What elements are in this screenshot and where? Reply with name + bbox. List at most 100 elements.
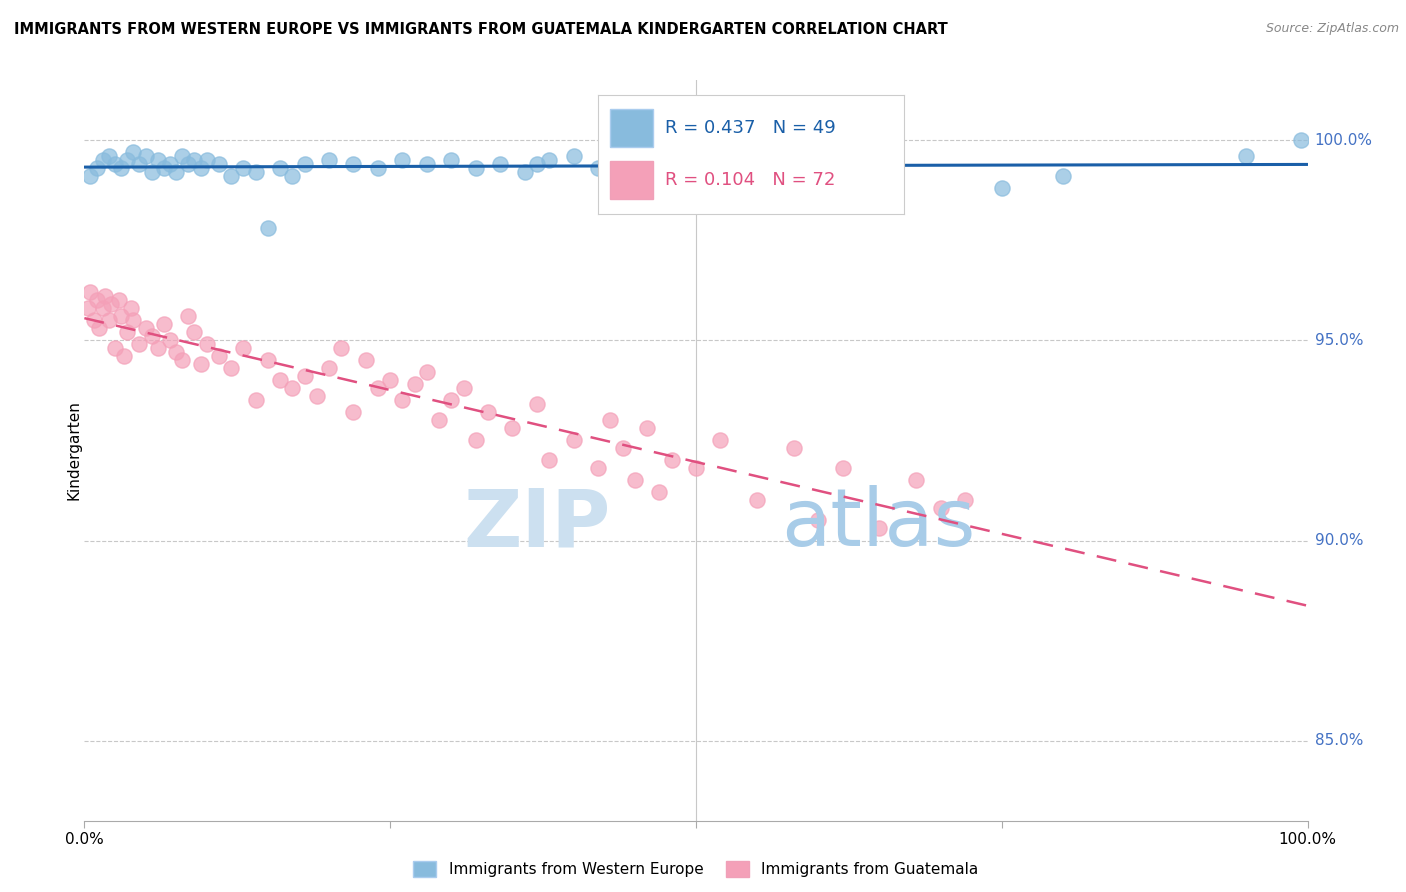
Point <box>97 313 120 327</box>
Point <box>97 149 120 163</box>
Point <box>104 342 127 356</box>
Point <box>453 381 475 395</box>
Point <box>526 157 548 171</box>
Point <box>232 161 254 176</box>
Point <box>83 313 105 327</box>
Point <box>91 153 114 168</box>
Point <box>440 153 463 168</box>
Point <box>112 350 135 364</box>
Point <box>159 157 181 171</box>
Point <box>172 149 194 163</box>
Point <box>172 353 194 368</box>
Point <box>79 169 101 184</box>
Point <box>624 474 647 488</box>
Point <box>1291 133 1313 147</box>
Point <box>391 153 413 168</box>
Point <box>245 165 267 179</box>
Point <box>195 153 218 168</box>
Point <box>427 413 450 427</box>
Point <box>257 353 280 368</box>
Point <box>404 377 426 392</box>
Point <box>232 342 254 356</box>
Point <box>538 153 561 168</box>
Point <box>165 165 187 179</box>
Point <box>661 453 683 467</box>
Point <box>526 397 548 411</box>
Point <box>1234 149 1257 163</box>
Point <box>190 161 212 176</box>
Point <box>219 169 242 184</box>
Point <box>110 161 132 176</box>
Point <box>513 165 536 179</box>
Point <box>128 157 150 171</box>
Point <box>489 157 512 171</box>
Point <box>281 381 304 395</box>
Point <box>354 353 377 368</box>
Point <box>464 161 486 176</box>
Point <box>953 493 976 508</box>
Point <box>905 474 928 488</box>
Text: atlas: atlas <box>782 485 976 564</box>
Point <box>219 361 242 376</box>
Point <box>177 157 200 171</box>
Point <box>135 321 157 335</box>
Point <box>77 301 100 316</box>
Point <box>208 157 231 171</box>
Point <box>110 310 132 324</box>
Text: 100.0%: 100.0% <box>1315 133 1372 148</box>
Point <box>281 169 304 184</box>
Point <box>122 145 145 160</box>
Point <box>153 161 176 176</box>
Point <box>141 165 163 179</box>
Point <box>208 350 231 364</box>
Point <box>599 413 621 427</box>
Point <box>269 161 291 176</box>
Point <box>685 157 707 171</box>
Point <box>342 157 364 171</box>
Point <box>380 373 402 387</box>
Point <box>91 301 114 316</box>
Point <box>831 461 853 475</box>
Point <box>440 393 463 408</box>
Point <box>257 221 280 235</box>
Point <box>1052 169 1074 184</box>
Point <box>464 434 486 448</box>
Point <box>104 157 127 171</box>
Text: Source: ZipAtlas.com: Source: ZipAtlas.com <box>1265 22 1399 36</box>
Point <box>869 169 891 184</box>
Point <box>586 161 609 176</box>
Point <box>807 514 830 528</box>
Point <box>269 373 291 387</box>
Point <box>305 389 328 403</box>
Text: 95.0%: 95.0% <box>1315 333 1362 348</box>
Point <box>183 326 205 340</box>
Text: ZIP: ZIP <box>463 485 610 564</box>
Point <box>685 461 707 475</box>
Point <box>477 405 499 419</box>
Point <box>128 337 150 351</box>
Point <box>177 310 200 324</box>
Point <box>146 342 169 356</box>
Point <box>538 453 561 467</box>
Point <box>747 153 769 168</box>
Point <box>869 521 891 535</box>
Point <box>807 161 830 176</box>
Point <box>612 442 634 456</box>
Point <box>141 329 163 343</box>
Point <box>367 161 389 176</box>
Point <box>115 326 138 340</box>
Text: IMMIGRANTS FROM WESTERN EUROPE VS IMMIGRANTS FROM GUATEMALA KINDERGARTEN CORRELA: IMMIGRANTS FROM WESTERN EUROPE VS IMMIGR… <box>14 22 948 37</box>
Text: 90.0%: 90.0% <box>1315 533 1362 548</box>
Point <box>709 434 731 448</box>
Point <box>94 289 117 303</box>
Point <box>165 345 187 359</box>
Point <box>294 369 316 384</box>
Point <box>991 181 1014 195</box>
Point <box>120 301 142 316</box>
Point <box>416 157 439 171</box>
Point <box>586 461 609 475</box>
Point <box>115 153 138 168</box>
Point <box>367 381 389 395</box>
Point <box>648 485 671 500</box>
Point <box>318 153 340 168</box>
